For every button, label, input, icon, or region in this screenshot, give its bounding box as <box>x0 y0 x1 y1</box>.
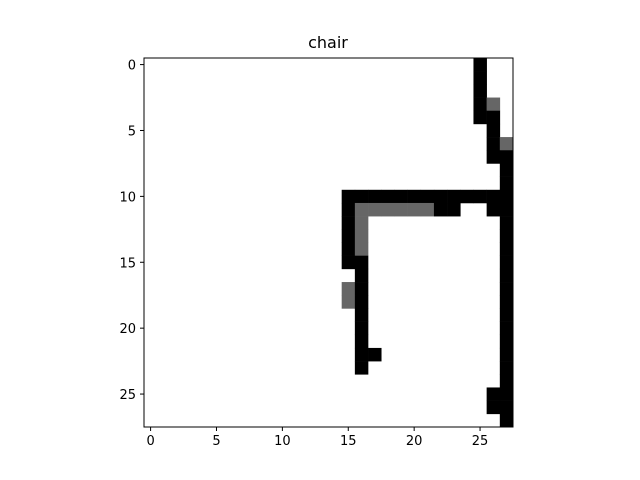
pixel-cell <box>341 229 356 243</box>
pixel-cell <box>499 137 514 151</box>
pixel-cell <box>473 97 487 112</box>
pixel-cell <box>499 176 514 191</box>
pixel-cell <box>381 202 395 217</box>
pixel-cell <box>499 321 514 336</box>
y-tick-label: 15 <box>119 256 136 271</box>
pixel-cell <box>341 216 356 230</box>
pixel-cell <box>407 202 422 217</box>
pixel-cell <box>354 229 369 243</box>
x-tick-label: 10 <box>274 434 291 449</box>
x-tick-label: 25 <box>472 434 489 449</box>
pixel-cell <box>473 110 487 125</box>
pixel-cell <box>354 334 369 349</box>
pixel-cell <box>341 202 356 217</box>
pixel-cell <box>447 202 461 217</box>
x-tick-label: 15 <box>340 434 357 449</box>
pixel-cell <box>394 189 408 204</box>
pixel-cell <box>499 282 514 296</box>
pixel-cell <box>354 282 369 296</box>
pixel-cell <box>341 189 356 204</box>
pixel-cell <box>473 84 487 98</box>
pixel-cell <box>473 71 487 85</box>
pixel-cell <box>354 295 369 309</box>
pixel-cell <box>486 202 501 217</box>
y-tick-label: 5 <box>128 124 136 139</box>
pixel-cell <box>499 268 514 283</box>
pixel-cell <box>499 150 514 164</box>
pixel-cell <box>407 189 422 204</box>
pixel-cell <box>499 163 514 177</box>
pixel-cell <box>354 361 369 375</box>
pixel-cell <box>499 229 514 243</box>
pixel-cell <box>394 202 408 217</box>
pixel-cell <box>460 189 474 204</box>
pixel-cell <box>486 137 501 151</box>
pixel-cell <box>354 268 369 283</box>
pixel-cell <box>499 347 514 362</box>
pixel-cell <box>486 97 501 112</box>
pixel-cell <box>486 150 501 164</box>
pixel-grid <box>341 58 514 428</box>
pixel-cell <box>354 216 369 230</box>
pixel-cell <box>341 242 356 256</box>
pixel-cell <box>447 189 461 204</box>
pixel-cell <box>420 202 435 217</box>
pixel-cell <box>499 400 514 415</box>
pixel-cell <box>354 347 369 362</box>
pixel-cell <box>420 189 435 204</box>
pixel-cell <box>499 216 514 230</box>
x-axis: 0 5 10 15 20 25 <box>146 427 488 449</box>
pixel-cell <box>354 202 369 217</box>
pixel-cell <box>499 308 514 322</box>
pixel-cell <box>341 282 356 296</box>
pixel-cell <box>368 189 382 204</box>
pixel-cell <box>433 189 448 204</box>
pixel-cell <box>354 255 369 270</box>
pixel-cell <box>499 295 514 309</box>
pixel-cell <box>486 387 501 401</box>
pixel-cell <box>473 189 487 204</box>
pixel-cell <box>499 374 514 388</box>
y-tick-label: 25 <box>119 388 136 403</box>
pixel-cell <box>499 242 514 256</box>
pixel-cell <box>354 242 369 256</box>
pixel-cell <box>341 255 356 270</box>
pixel-cell <box>368 202 382 217</box>
pixel-cell <box>368 347 382 362</box>
x-tick-label: 5 <box>212 434 220 449</box>
pixel-cell <box>486 189 501 204</box>
pixel-cell <box>354 308 369 322</box>
pixel-cell <box>473 58 487 72</box>
pixel-cell <box>433 202 448 217</box>
chart-title: chair <box>308 33 348 52</box>
pixel-cell <box>499 189 514 204</box>
pixel-cell <box>499 255 514 270</box>
pixel-cell <box>486 123 501 138</box>
pixel-cell <box>499 361 514 375</box>
x-tick-label: 20 <box>406 434 423 449</box>
y-tick-label: 10 <box>119 190 136 205</box>
y-tick-label: 20 <box>119 322 136 337</box>
pixel-cell <box>499 334 514 349</box>
x-tick-label: 0 <box>146 434 154 449</box>
y-tick-label: 0 <box>128 59 136 74</box>
plot-frame <box>143 57 514 428</box>
pixel-cell <box>341 295 356 309</box>
pixel-cell <box>499 413 514 428</box>
y-axis: 0 5 10 15 20 25 <box>119 59 144 403</box>
pixel-cell <box>354 189 369 204</box>
pixel-cell <box>499 202 514 217</box>
pixel-cell <box>381 189 395 204</box>
pixel-cell <box>486 110 501 125</box>
pixel-cell <box>499 387 514 401</box>
pixel-cell <box>354 321 369 336</box>
pixel-cell <box>486 400 501 415</box>
